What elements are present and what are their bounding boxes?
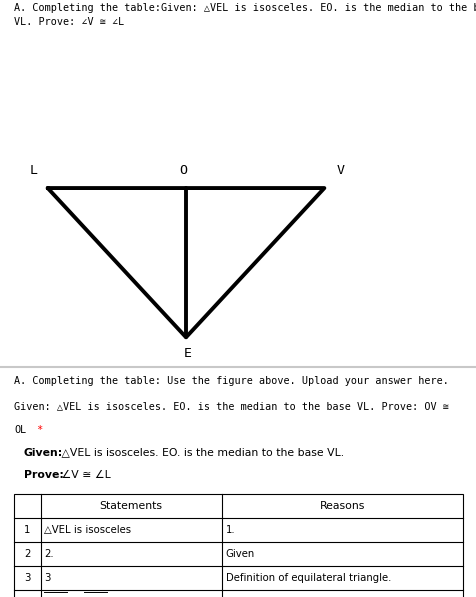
Text: Given: Given bbox=[225, 549, 254, 559]
Text: 1: 1 bbox=[24, 525, 30, 535]
Text: A. Completing the table:Given: △VEL is isosceles. EO. is the median to the base: A. Completing the table:Given: △VEL is i… bbox=[14, 3, 476, 13]
Text: E: E bbox=[183, 347, 191, 360]
Text: Prove:: Prove: bbox=[24, 470, 64, 481]
Text: L: L bbox=[30, 164, 37, 177]
Text: OL: OL bbox=[14, 425, 27, 435]
Text: 2: 2 bbox=[24, 549, 30, 559]
Text: Statements: Statements bbox=[99, 501, 162, 511]
Text: 2.: 2. bbox=[44, 549, 54, 559]
Text: △VEL is isosceles. EO. is the median to the base VL.: △VEL is isosceles. EO. is the median to … bbox=[58, 448, 344, 458]
Text: ∠V ≅ ∠L: ∠V ≅ ∠L bbox=[58, 470, 111, 481]
Text: Given:: Given: bbox=[24, 448, 63, 458]
Text: VL. Prove: ∠V ≅ ∠L: VL. Prove: ∠V ≅ ∠L bbox=[14, 17, 124, 27]
Text: △VEL is isosceles: △VEL is isosceles bbox=[44, 525, 131, 535]
Text: Definition of equilateral triangle.: Definition of equilateral triangle. bbox=[225, 573, 390, 583]
Text: Reasons: Reasons bbox=[319, 501, 364, 511]
Text: A. Completing the table: Use the figure above. Upload your answer here.: A. Completing the table: Use the figure … bbox=[14, 376, 448, 386]
Text: O: O bbox=[179, 164, 187, 177]
Bar bbox=[14, 494, 462, 597]
Text: Given: △VEL is isosceles. EO. is the median to the base VL. Prove: OV ≅: Given: △VEL is isosceles. EO. is the med… bbox=[14, 401, 448, 411]
Text: V: V bbox=[337, 164, 344, 177]
Text: 3: 3 bbox=[24, 573, 30, 583]
Text: *: * bbox=[31, 425, 43, 435]
Text: 1.: 1. bbox=[225, 525, 235, 535]
Text: 3: 3 bbox=[44, 573, 50, 583]
